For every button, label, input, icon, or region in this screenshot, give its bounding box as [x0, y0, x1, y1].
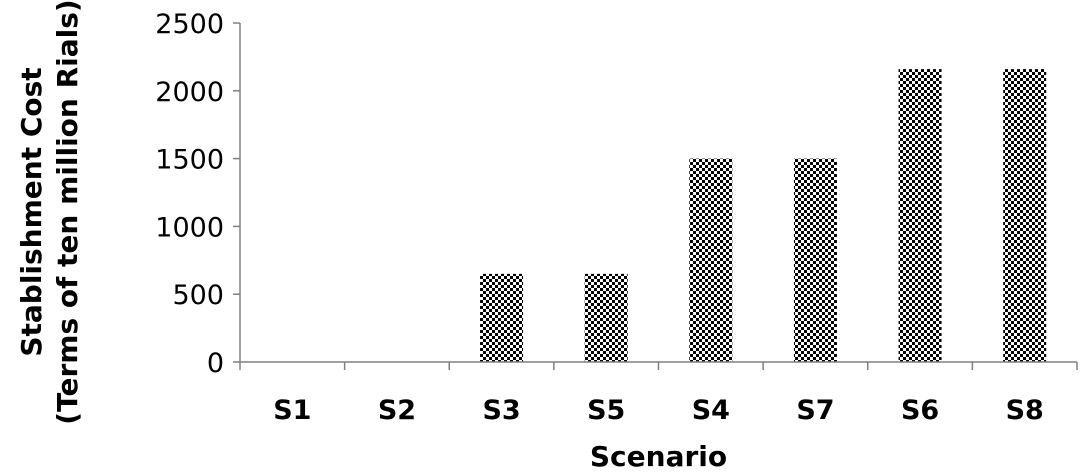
- y-axis-title-line1: Stablishment Cost: [15, 67, 48, 356]
- x-tick-label: S4: [692, 395, 730, 426]
- x-tick-label: S7: [796, 395, 834, 426]
- y-tick-label: 1500: [155, 145, 224, 176]
- y-axis-ticks: 0 500 1000 1500 2000 2500: [155, 9, 240, 379]
- x-tick-label: S3: [482, 395, 520, 426]
- bar-s3: [480, 273, 524, 362]
- bar-s6: [898, 69, 942, 362]
- y-axis-title: Stablishment Cost (Terms of ten million …: [15, 0, 84, 425]
- y-tick-label: 0: [207, 348, 224, 379]
- y-axis-title-line2: (Terms of ten million Rials): [51, 0, 84, 425]
- x-tick-label: S2: [378, 395, 416, 426]
- y-tick-label: 2500: [155, 9, 224, 40]
- bars-group: [480, 69, 1047, 362]
- y-tick-label: 2000: [155, 77, 224, 108]
- bar-s7: [793, 158, 837, 362]
- y-tick-label: 1000: [155, 212, 224, 243]
- x-tick-label: S5: [587, 395, 625, 426]
- bar-s8: [1003, 69, 1047, 362]
- bar-s4: [689, 158, 733, 362]
- x-axis-ticks: S1 S2 S3 S5 S4 S7 S6 S8: [239, 362, 1078, 426]
- x-tick-label: S6: [901, 395, 939, 426]
- x-axis-title: Scenario: [590, 440, 727, 473]
- y-tick-label: 500: [172, 280, 224, 311]
- x-tick-label: S8: [1006, 395, 1044, 426]
- bar-s5: [584, 273, 628, 362]
- x-tick-label: S1: [273, 395, 311, 426]
